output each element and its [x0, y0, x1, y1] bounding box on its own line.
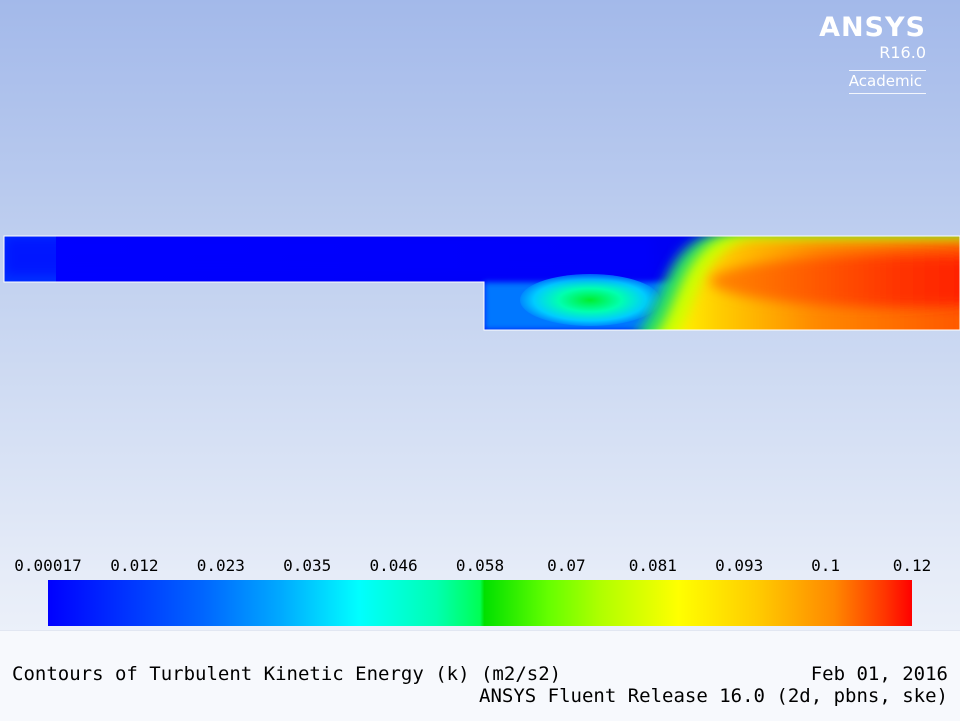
- logo-edition: Academic: [848, 70, 926, 94]
- ansys-logo: ANSYS R16.0 Academic: [816, 12, 926, 94]
- colorbar-tick-label: 0.00017: [14, 556, 82, 575]
- colorbar-tick-label: 0.12: [892, 556, 932, 575]
- colorbar-tick-label: 0.035: [283, 556, 332, 575]
- downstream-core-max-k: [710, 255, 960, 307]
- colorbar-tick-label: 0.093: [715, 556, 764, 575]
- colorbar-tick-label: 0.1: [811, 556, 841, 575]
- logo-release: R16.0: [879, 43, 926, 62]
- colorbar-tick-labels: 0.00017 0.012 0.023 0.035 0.046 0.058 0.07 0.08…: [0, 556, 960, 576]
- colorbar-tick-label: 0.081: [628, 556, 677, 575]
- plot-date: Feb 01, 2016: [810, 663, 948, 685]
- logo-brand: ANSYS: [819, 12, 926, 43]
- inlet-core-flow: [4, 236, 654, 276]
- colorbar: [48, 580, 912, 626]
- colorbar-tick-label: 0.023: [196, 556, 245, 575]
- footer-panel: Contours of Turbulent Kinetic Energy (k)…: [0, 630, 960, 721]
- plot-title: Contours of Turbulent Kinetic Energy (k)…: [12, 663, 562, 685]
- colorbar-tick-label: 0.012: [110, 556, 159, 575]
- solver-release-info: ANSYS Fluent Release 16.0 (2d, pbns, ske…: [479, 685, 948, 707]
- colorbar-tick-label: 0.046: [369, 556, 418, 575]
- colorbar-tick-label: 0.07: [547, 556, 586, 575]
- recirculation-zone: [520, 274, 660, 326]
- flow-domain: [4, 236, 960, 330]
- domain-outline: [3, 235, 960, 331]
- colorbar-tick-label: 0.058: [455, 556, 505, 575]
